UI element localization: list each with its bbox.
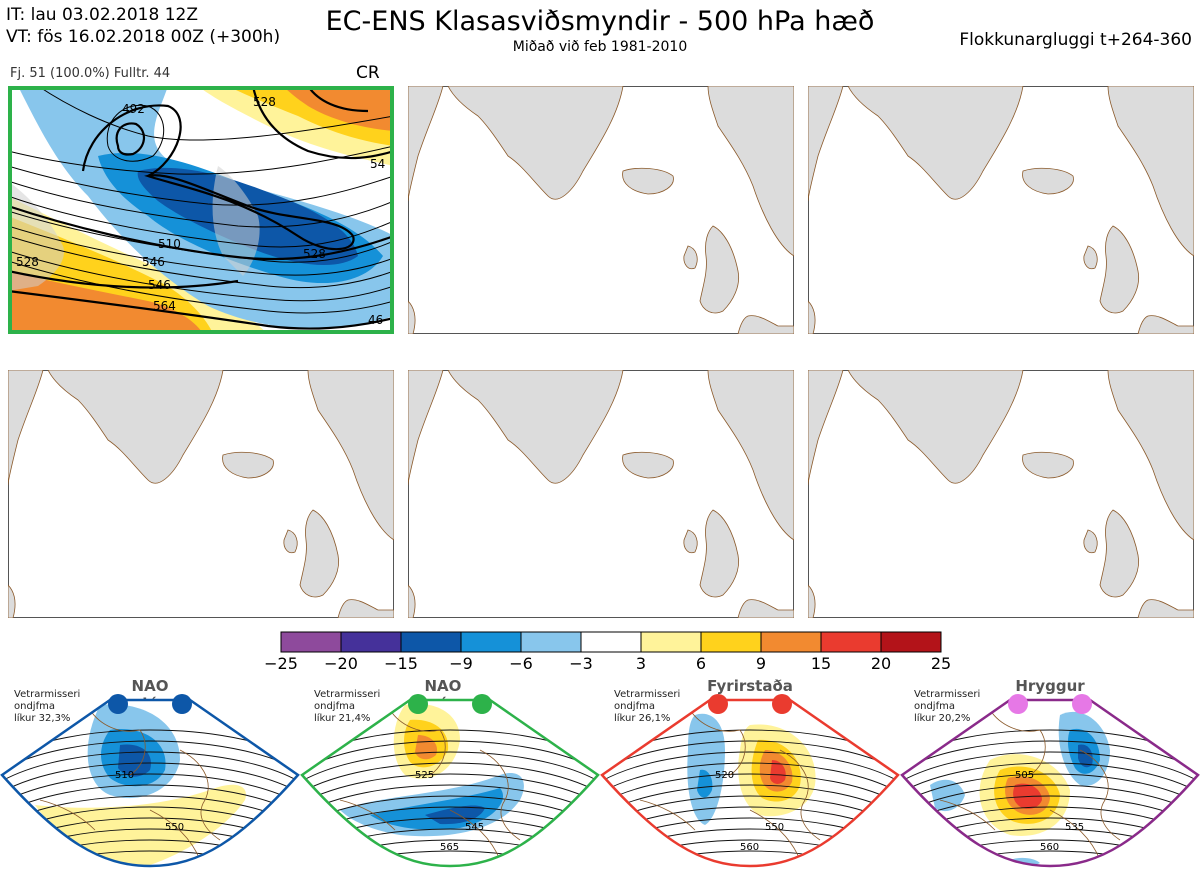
regime-contour-label: 525 xyxy=(415,770,434,781)
regime-contour-label: 560 xyxy=(740,842,759,853)
regime-description-line: líkur 32,3% xyxy=(14,713,71,724)
colorbar-tick-label: −15 xyxy=(384,654,418,673)
colorbar-segment xyxy=(760,631,822,653)
colorbar-tick-label: 20 xyxy=(870,654,892,673)
regime-description: Vetrarmisseri ondjfma líkur 32,3% xyxy=(14,689,80,725)
contour-label: 510 xyxy=(158,237,181,251)
empty-map-panel-1 xyxy=(408,86,794,334)
init-time: IT: lau 03.02.2018 12Z xyxy=(6,5,198,25)
regime-description: Vetrarmisseri ondjfma líkur 26,1% xyxy=(614,689,680,725)
colorbar-tick-label: 25 xyxy=(930,654,952,673)
contour-label: 546 xyxy=(142,255,165,269)
regime-description-line: líkur 20,2% xyxy=(914,713,971,724)
regime-description: Vetrarmisseri ondjfma líkur 21,4% xyxy=(314,689,380,725)
contour-label: 54 xyxy=(370,157,385,171)
colorbar-segment xyxy=(580,631,642,653)
colorbar xyxy=(280,631,942,653)
regime-description-line: Vetrarmisseri xyxy=(914,689,981,700)
contour-label: 528 xyxy=(16,255,39,269)
regime-description-line: Vetrarmisseri xyxy=(314,689,381,700)
contour-label: 528 xyxy=(303,247,326,261)
regime-description-line: ondjfma xyxy=(314,701,355,712)
contour-label: 528 xyxy=(253,95,276,109)
colorbar-tick-label: 9 xyxy=(755,654,767,673)
colorbar-segment xyxy=(340,631,402,653)
empty-map-panel-3 xyxy=(8,370,394,618)
colorbar-segment xyxy=(640,631,702,653)
regime-description-line: Vetrarmisseri xyxy=(614,689,681,700)
regime-description-line: líkur 21,4% xyxy=(314,713,371,724)
regime-contour-label: 550 xyxy=(165,822,184,833)
regime-contour-label: 510 xyxy=(115,770,134,781)
regime-description-line: Vetrarmisseri xyxy=(14,689,81,700)
regime-map: 525 545 565 xyxy=(300,694,600,868)
regime-map: 520 550 560 xyxy=(600,694,900,868)
regime-contour-label: 560 xyxy=(1040,842,1059,853)
cluster-info: Fj. 51 (100.0%) Fulltr. 44 xyxy=(10,66,171,81)
regime-map: 505 535 560 xyxy=(900,694,1200,868)
regime-contour-label: 505 xyxy=(1015,770,1034,781)
colorbar-tick-label: −20 xyxy=(324,654,358,673)
cluster-label: CR xyxy=(356,63,380,83)
colorbar-tick-label: 15 xyxy=(810,654,832,673)
cluster-map-panel[interactable]: 492 528 510 528 546 564 546 528 54 46 xyxy=(8,86,394,334)
contour-label: 46 xyxy=(368,313,383,327)
page-subtitle: Miðað við feb 1981-2010 xyxy=(512,39,688,55)
page-title: EC-ENS Klasasviðsmyndir - 500 hPa hæð xyxy=(325,6,875,37)
header-times: IT: lau 03.02.2018 12Z VT: fös 16.02.201… xyxy=(6,4,280,48)
colorbar-segment xyxy=(520,631,582,653)
regime-title: Fyrirstaða xyxy=(707,677,793,695)
colorbar-tick-label: −6 xyxy=(509,654,533,673)
colorbar-segment xyxy=(460,631,522,653)
empty-map-panel-4 xyxy=(408,370,794,618)
colorbar-tick-label: −9 xyxy=(449,654,473,673)
colorbar-tick-label: 3 xyxy=(635,654,647,673)
regime-description-line: ondjfma xyxy=(914,701,955,712)
regime-map: 510 550 xyxy=(0,694,300,868)
contour-label: 492 xyxy=(122,102,145,116)
regime-description-line: líkur 26,1% xyxy=(614,713,671,724)
regime-description-line: ondjfma xyxy=(614,701,655,712)
colorbar-segment xyxy=(400,631,462,653)
regime-contour-label: 565 xyxy=(440,842,459,853)
regime-contour-label: 535 xyxy=(1065,822,1084,833)
contour-label: 564 xyxy=(153,299,176,313)
empty-map-panel-5 xyxy=(808,370,1194,618)
colorbar-tick-label: 6 xyxy=(695,654,707,673)
regime-contour-label: 545 xyxy=(465,822,484,833)
regime-contour-label: 520 xyxy=(715,770,734,781)
colorbar-segment xyxy=(820,631,882,653)
contour-label: 546 xyxy=(148,278,171,292)
colorbar-segment xyxy=(880,631,942,653)
regime-description-line: ondjfma xyxy=(14,701,55,712)
empty-map-panel-2 xyxy=(808,86,1194,334)
cluster-map: 492 528 510 528 546 564 546 528 54 46 xyxy=(8,86,394,334)
colorbar-tick-label: −3 xyxy=(569,654,593,673)
classification-window: Flokkunargluggi t+264-360 xyxy=(959,30,1192,50)
valid-time: VT: fös 16.02.2018 00Z (+300h) xyxy=(6,27,281,47)
colorbar-tick-label: −25 xyxy=(264,654,298,673)
regime-title: Hryggur xyxy=(1015,677,1085,695)
regime-description: Vetrarmisseri ondjfma líkur 20,2% xyxy=(914,689,980,725)
regime-contour-label: 550 xyxy=(765,822,784,833)
colorbar-segment xyxy=(280,631,342,653)
colorbar-segment xyxy=(700,631,762,653)
cluster-panel-border xyxy=(8,86,394,334)
